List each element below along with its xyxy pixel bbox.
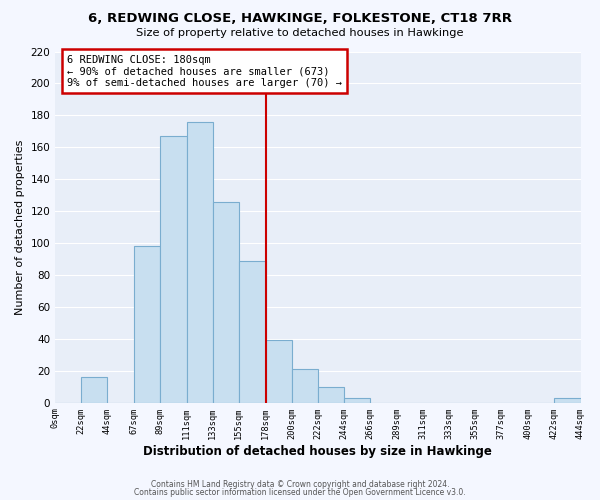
Text: Contains HM Land Registry data © Crown copyright and database right 2024.: Contains HM Land Registry data © Crown c… bbox=[151, 480, 449, 489]
X-axis label: Distribution of detached houses by size in Hawkinge: Distribution of detached houses by size … bbox=[143, 444, 492, 458]
Bar bbox=[212, 202, 239, 402]
Bar bbox=[318, 386, 344, 402]
Bar bbox=[134, 246, 160, 402]
Text: Size of property relative to detached houses in Hawkinge: Size of property relative to detached ho… bbox=[136, 28, 464, 38]
Text: Contains public sector information licensed under the Open Government Licence v3: Contains public sector information licen… bbox=[134, 488, 466, 497]
Bar bbox=[554, 398, 581, 402]
Bar bbox=[266, 340, 292, 402]
Bar bbox=[160, 136, 187, 402]
Bar bbox=[81, 377, 107, 402]
Bar bbox=[344, 398, 370, 402]
Text: 6, REDWING CLOSE, HAWKINGE, FOLKESTONE, CT18 7RR: 6, REDWING CLOSE, HAWKINGE, FOLKESTONE, … bbox=[88, 12, 512, 26]
Bar bbox=[239, 260, 266, 402]
Bar bbox=[187, 122, 212, 402]
Bar bbox=[292, 369, 318, 402]
Text: 6 REDWING CLOSE: 180sqm
← 90% of detached houses are smaller (673)
9% of semi-de: 6 REDWING CLOSE: 180sqm ← 90% of detache… bbox=[67, 54, 342, 88]
Y-axis label: Number of detached properties: Number of detached properties bbox=[15, 140, 25, 314]
